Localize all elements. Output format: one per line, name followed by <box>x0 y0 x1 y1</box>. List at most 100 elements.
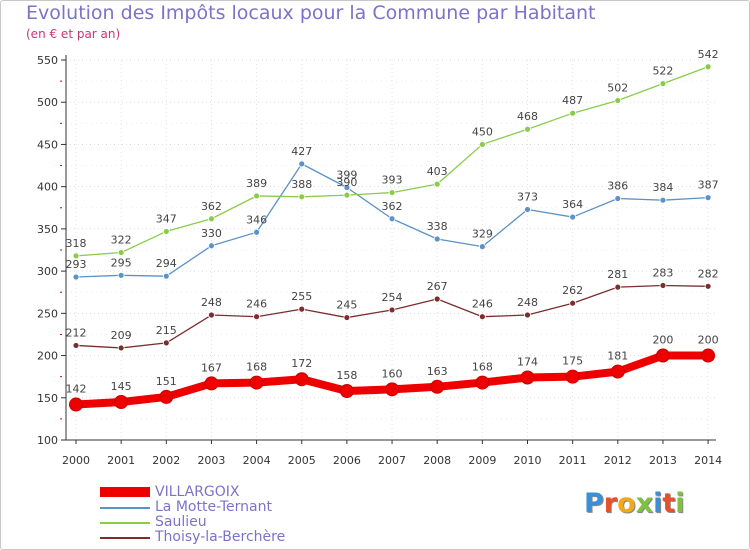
data-point <box>343 184 351 191</box>
data-point <box>704 194 712 202</box>
data-point <box>72 273 80 281</box>
proxiti-logo: Proxiti <box>584 488 685 519</box>
data-label: 386 <box>607 179 628 192</box>
data-label: 362 <box>382 200 403 213</box>
y-tick-label: 400 <box>37 181 58 194</box>
data-label: 389 <box>246 177 267 190</box>
x-tick-label: 2008 <box>423 454 451 467</box>
data-point <box>704 282 712 290</box>
data-point <box>704 63 712 71</box>
data-point <box>655 348 670 363</box>
legend-item: Thoisy-la-Berchère <box>100 529 400 545</box>
data-point <box>478 243 486 251</box>
data-label: 502 <box>607 82 628 95</box>
y-tick-label: 500 <box>37 96 58 109</box>
data-point <box>659 80 667 88</box>
data-label: 175 <box>562 355 583 368</box>
data-point <box>520 370 535 385</box>
data-label: 487 <box>562 94 583 107</box>
data-point <box>208 242 215 250</box>
y-tick-label: 550 <box>37 54 58 67</box>
data-point <box>117 344 125 352</box>
data-label: 542 <box>698 48 719 61</box>
data-label: 200 <box>652 334 673 347</box>
data-point <box>385 382 400 397</box>
data-point <box>339 384 354 399</box>
data-label: 468 <box>517 110 538 123</box>
data-label: 390 <box>336 176 357 189</box>
legend-label: VILLARGOIX <box>155 484 240 500</box>
y-tick-label: 300 <box>37 265 58 278</box>
y-tick-label: 350 <box>37 223 58 236</box>
y-tick-label: 250 <box>37 307 58 320</box>
data-label: 248 <box>201 296 222 309</box>
data-label: 248 <box>517 296 538 309</box>
data-point <box>388 215 396 223</box>
data-label: 246 <box>472 298 493 311</box>
data-point <box>162 272 170 280</box>
data-point <box>614 195 622 202</box>
data-point <box>478 141 486 148</box>
data-label: 255 <box>291 290 312 303</box>
x-tick-label: 2003 <box>197 454 225 467</box>
data-label: 200 <box>698 334 719 347</box>
data-label: 158 <box>336 369 357 382</box>
data-point <box>524 311 531 319</box>
x-tick-label: 2001 <box>107 454 135 467</box>
data-label: 364 <box>562 198 583 211</box>
y-tick-label: 200 <box>37 350 58 363</box>
data-point <box>117 271 125 279</box>
data-label: 387 <box>698 179 719 192</box>
data-point <box>475 375 490 390</box>
data-label: 267 <box>427 280 448 293</box>
data-label: 181 <box>607 350 628 363</box>
data-label: 245 <box>336 299 357 312</box>
data-point <box>249 375 264 390</box>
data-label: 262 <box>562 284 583 297</box>
data-point <box>253 313 261 321</box>
legend-label: La Motte-Ternant <box>155 499 272 515</box>
data-point <box>433 180 441 188</box>
data-label: 246 <box>246 298 267 311</box>
legend-item: Saulieu <box>100 514 400 530</box>
data-point <box>388 306 396 314</box>
x-tick-label: 2012 <box>604 454 632 467</box>
data-label: 282 <box>698 267 719 280</box>
data-label: 163 <box>427 365 448 378</box>
data-label: 322 <box>111 234 132 247</box>
x-tick-label: 2009 <box>468 454 496 467</box>
data-label: 362 <box>201 200 222 213</box>
logo-letter: P <box>584 488 604 519</box>
data-point <box>433 235 441 243</box>
x-tick-label: 2013 <box>649 454 677 467</box>
data-point <box>159 389 174 404</box>
logo-letter: i <box>653 488 663 519</box>
data-label: 384 <box>652 181 673 194</box>
data-label: 293 <box>66 258 87 271</box>
data-point <box>614 97 622 104</box>
data-label: 142 <box>66 383 87 396</box>
data-label: 330 <box>201 227 222 240</box>
data-point <box>569 109 577 117</box>
data-label: 346 <box>246 213 267 226</box>
data-point <box>208 215 215 223</box>
chart-subtitle: (en € et par an) <box>26 27 121 41</box>
data-label: 281 <box>607 268 628 281</box>
data-point <box>162 339 170 347</box>
legend-item: La Motte-Ternant <box>100 499 400 515</box>
data-label: 427 <box>291 145 312 158</box>
data-point <box>565 369 580 384</box>
y-tick-label: 450 <box>37 138 58 151</box>
data-label: 167 <box>201 361 222 374</box>
data-point <box>298 193 306 201</box>
data-label: 168 <box>246 361 267 374</box>
data-label: 160 <box>382 367 403 380</box>
legend-label: Thoisy-la-Berchère <box>155 529 286 545</box>
logo-letter: i <box>675 488 685 519</box>
y-tick-label: 150 <box>37 392 58 405</box>
data-label: 329 <box>472 228 493 241</box>
x-tick-label: 2007 <box>378 454 406 467</box>
series-line-saulieu <box>75 66 709 257</box>
data-point <box>569 213 577 221</box>
